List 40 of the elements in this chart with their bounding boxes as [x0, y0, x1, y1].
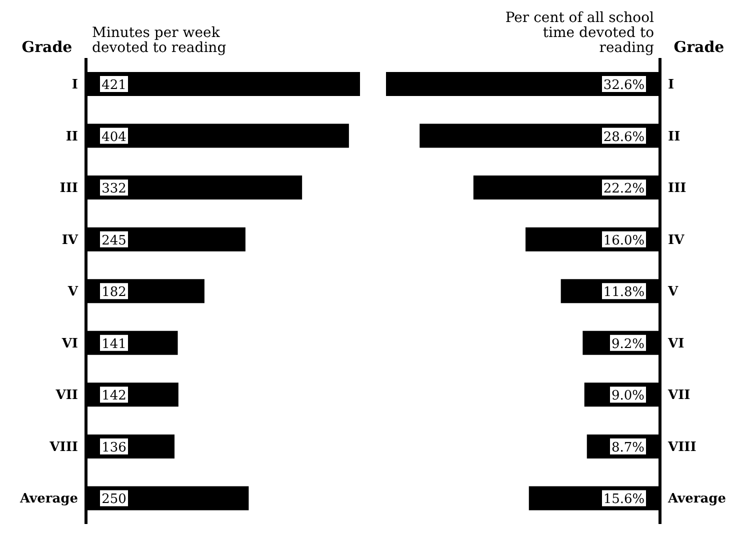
- y-tick-label: I: [72, 78, 78, 93]
- chart-title: Minutes per week devoted to reading: [92, 25, 228, 56]
- data-label: 22.2%: [603, 182, 645, 197]
- data-label: 11.8%: [603, 285, 645, 300]
- y-tick-label: VI: [667, 336, 684, 352]
- data-label: 136: [102, 440, 126, 456]
- y-tick-label: II: [668, 129, 680, 144]
- data-label: 15.6%: [603, 492, 645, 508]
- y-tick-label: III: [668, 181, 686, 196]
- data-label: 421: [102, 78, 126, 93]
- y-tick-label: V: [66, 284, 79, 300]
- data-label: 28.6%: [603, 130, 645, 145]
- data-label: 142: [102, 388, 126, 404]
- data-label: 250: [102, 492, 126, 508]
- y-tick-label: V: [667, 284, 679, 300]
- y-tick-label: I: [668, 78, 674, 93]
- y-tick-label: Average: [667, 492, 726, 507]
- y-tick-label: VII: [667, 388, 690, 404]
- data-label: 8.7%: [611, 440, 645, 456]
- data-label: 16.0%: [603, 233, 645, 248]
- y-tick-label: VI: [60, 336, 78, 352]
- data-label: 9.2%: [611, 336, 645, 352]
- data-label: 141: [102, 336, 126, 352]
- data-label: 404: [102, 130, 126, 145]
- y-tick-label: VIII: [48, 440, 78, 455]
- y-tick-label: VII: [54, 388, 78, 404]
- data-label: 245: [102, 233, 126, 248]
- y-tick-label: Average: [18, 492, 78, 507]
- data-label: 32.6%: [603, 78, 645, 93]
- y-tick-label: VIII: [667, 440, 696, 455]
- chart-title: Per cent of all school time devoted to reading: [504, 10, 654, 56]
- y-axis-title: Grade: [20, 38, 74, 56]
- y-tick-label: II: [66, 129, 78, 144]
- y-tick-label: IV: [62, 232, 79, 248]
- data-label: 9.0%: [611, 388, 645, 404]
- y-tick-label: IV: [668, 232, 686, 248]
- data-label: 182: [102, 285, 126, 300]
- y-tick-label: III: [60, 181, 78, 196]
- data-label: 332: [102, 182, 126, 197]
- y-axis-title: Grade: [672, 38, 726, 56]
